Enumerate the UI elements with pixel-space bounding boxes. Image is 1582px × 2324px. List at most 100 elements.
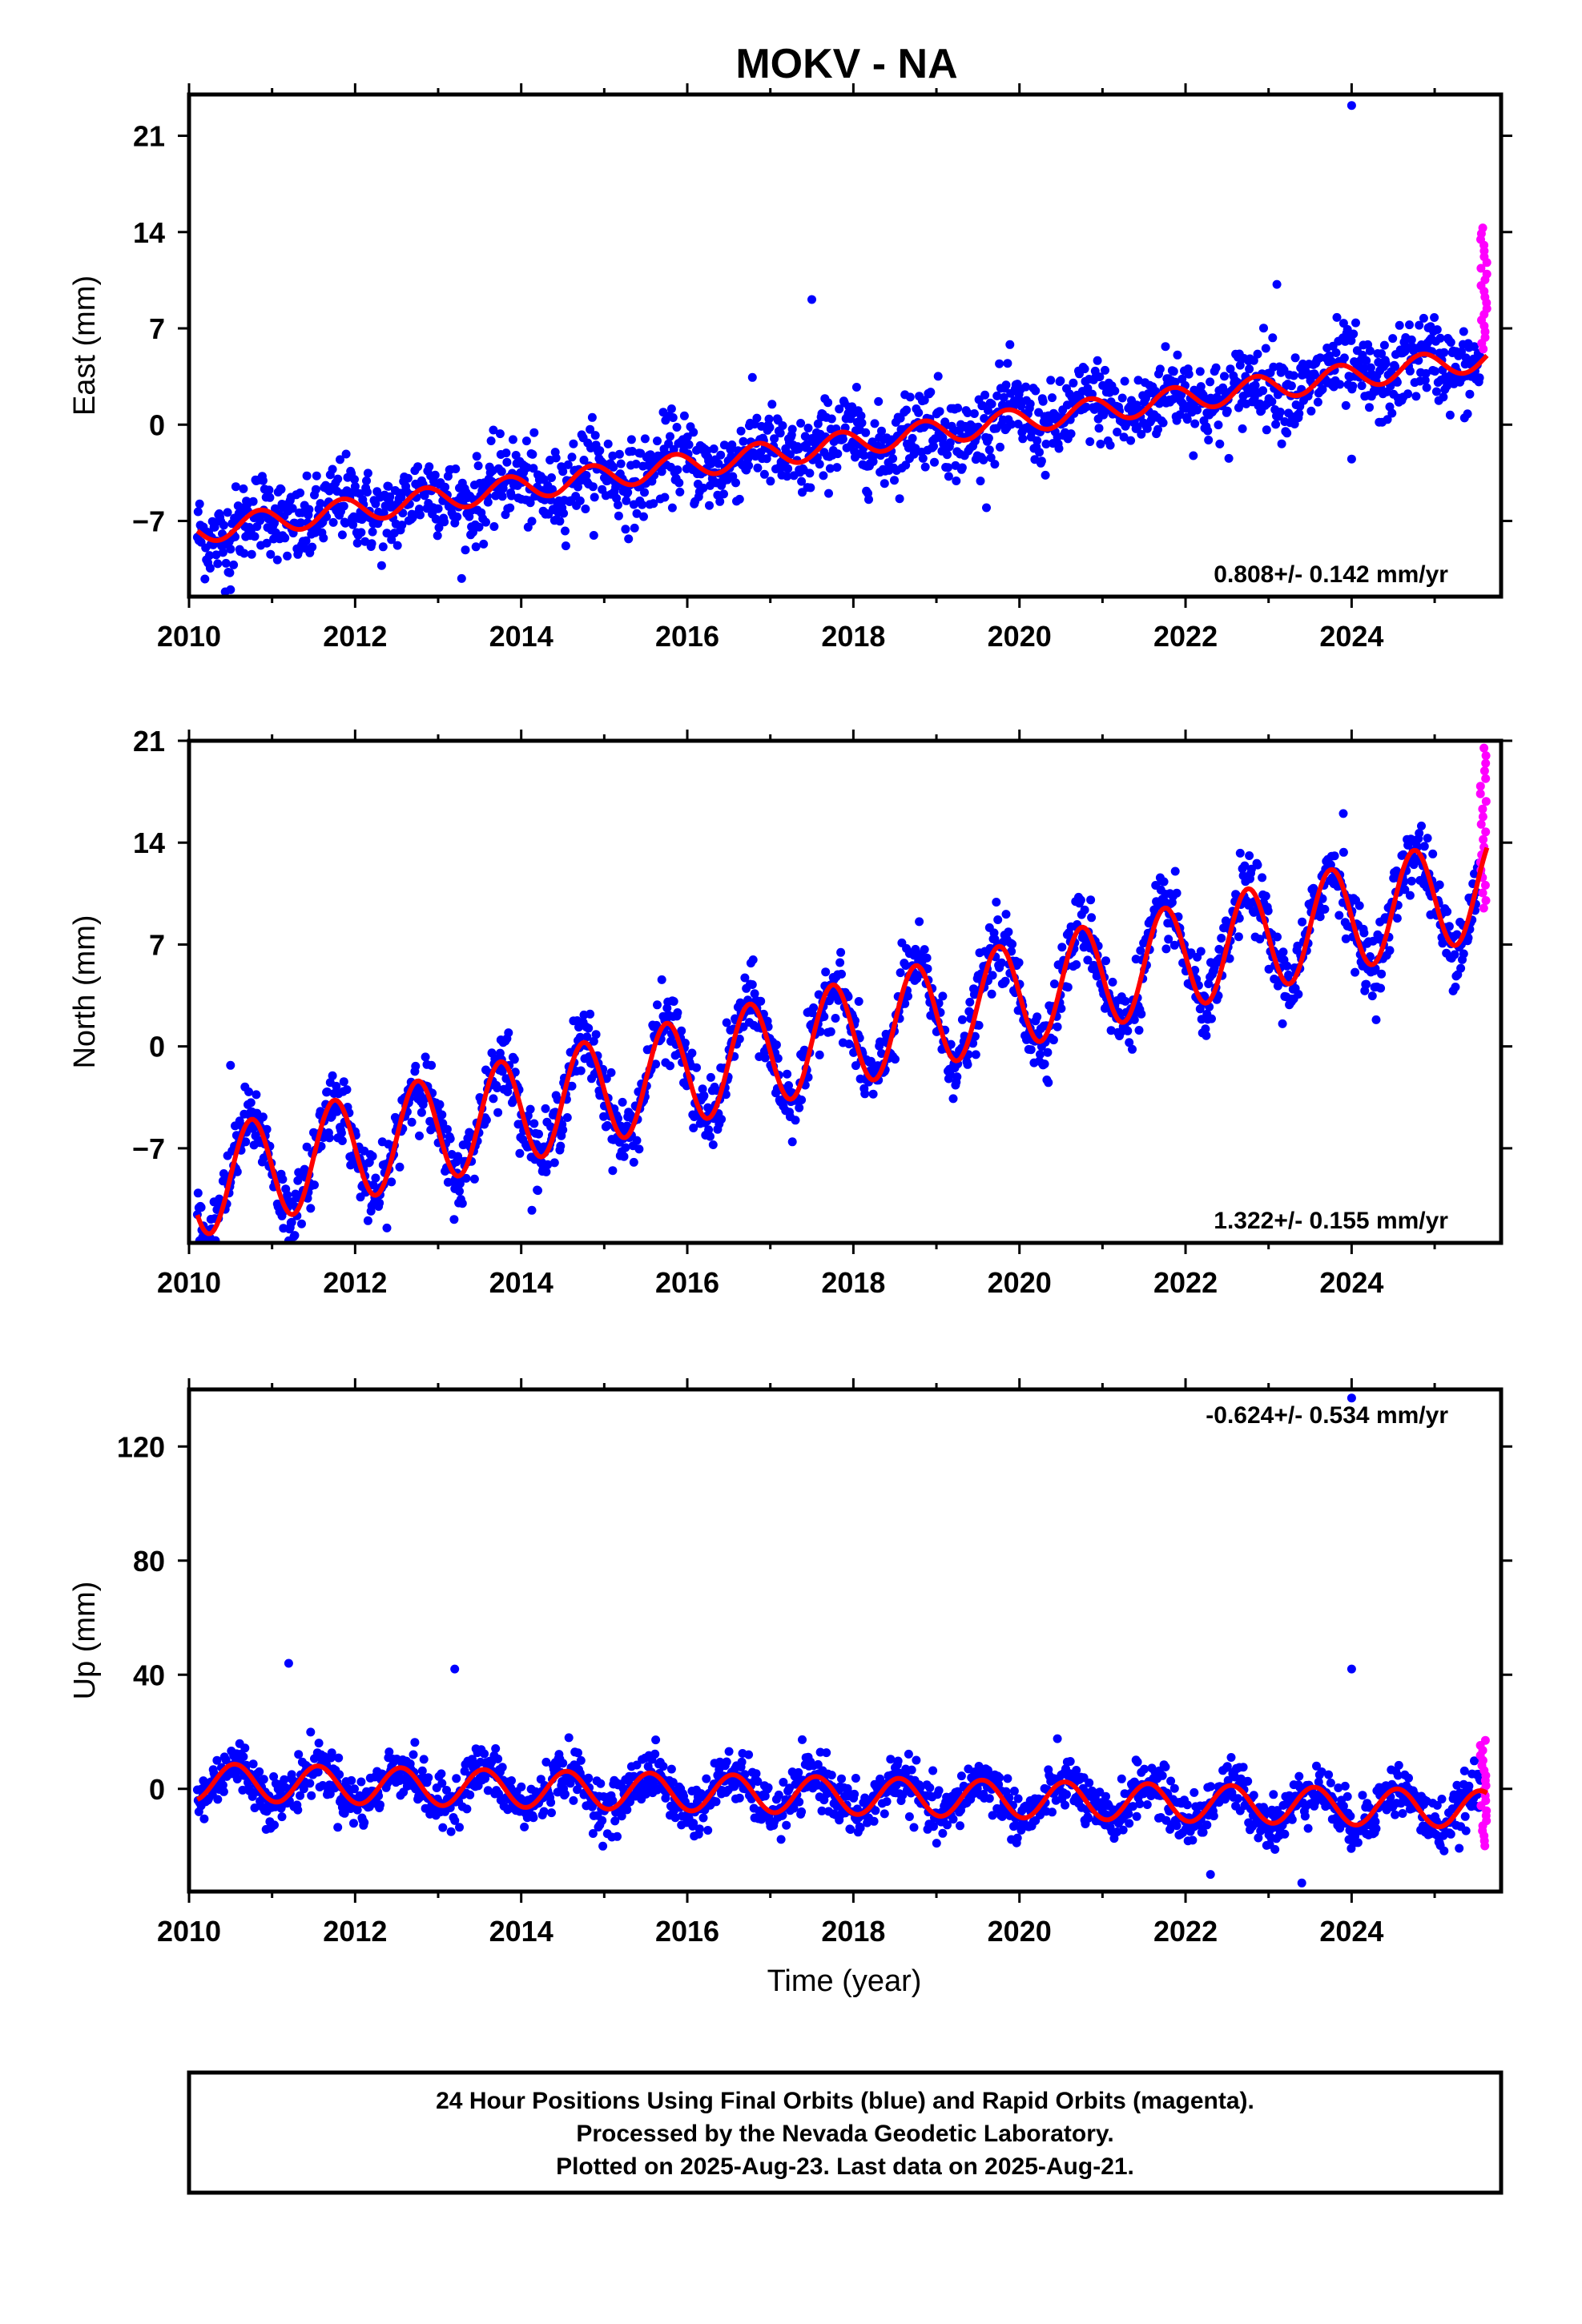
final-orbit-point (294, 547, 304, 557)
final-orbit-point (763, 1783, 773, 1792)
final-orbit-point (430, 470, 440, 480)
final-orbit-point (1161, 1762, 1170, 1771)
final-orbit-point (622, 1805, 632, 1815)
final-orbit-point (979, 455, 988, 464)
final-orbit-point (1046, 376, 1056, 385)
final-orbit-point (1289, 371, 1298, 380)
final-orbit-point (1411, 392, 1421, 401)
final-orbit-point (669, 997, 678, 1006)
final-orbit-point (223, 508, 232, 517)
final-orbit-point (384, 1747, 394, 1757)
final-orbit-point (1249, 1791, 1258, 1800)
final-orbit-point (481, 1774, 490, 1783)
final-orbit-point (495, 429, 505, 439)
final-orbit-point (1049, 1035, 1058, 1045)
final-orbit-point (328, 517, 338, 527)
final-orbit-point (838, 434, 847, 444)
final-orbit-point (1062, 1790, 1071, 1799)
final-orbit-point (877, 426, 886, 436)
final-orbit-point (525, 498, 535, 508)
final-orbit-point (714, 459, 723, 468)
final-orbit-point (1419, 313, 1428, 323)
final-orbit-point (794, 1767, 803, 1777)
final-orbit-point (481, 517, 490, 527)
final-orbit-point (1282, 428, 1292, 438)
final-orbit-point (851, 1774, 860, 1783)
final-orbit-point (410, 1738, 420, 1747)
x-tick-label: 2014 (489, 620, 553, 653)
final-orbit-point (479, 539, 489, 549)
final-orbit-point (1105, 440, 1115, 450)
final-orbit-point (1450, 950, 1459, 959)
final-orbit-point (1088, 389, 1097, 399)
final-orbit-point (1371, 1015, 1381, 1024)
final-orbit-point (584, 1773, 594, 1783)
final-orbit-point (471, 542, 481, 552)
final-orbit-point (293, 1176, 303, 1185)
x-tick-label: 2020 (988, 1266, 1052, 1299)
final-orbit-point (248, 1759, 258, 1769)
final-orbit-point (581, 505, 590, 513)
final-orbit-point (1086, 895, 1096, 905)
final-orbit-point (803, 424, 813, 432)
final-orbit-point (551, 453, 561, 463)
final-orbit-point (1253, 860, 1262, 870)
final-orbit-point (1133, 1757, 1142, 1767)
final-orbit-point (562, 1113, 572, 1122)
final-orbit-point (616, 459, 626, 468)
final-orbit-point (328, 464, 337, 474)
final-orbit-point (584, 1023, 594, 1033)
final-orbit-point (258, 476, 268, 485)
final-orbit-point (1025, 399, 1035, 408)
final-orbit-point (546, 1798, 556, 1807)
final-orbit-point (313, 1767, 323, 1777)
final-orbit-point (247, 549, 256, 559)
final-orbit-point (305, 1779, 315, 1788)
final-orbit-point (668, 1778, 678, 1787)
final-orbit-point (1391, 362, 1400, 372)
final-orbit-point (341, 449, 351, 459)
final-orbit-point (673, 465, 682, 475)
final-orbit-point (762, 454, 771, 464)
final-orbit-point (561, 526, 570, 536)
final-orbit-point (283, 1190, 292, 1200)
final-orbit-point (1376, 983, 1386, 993)
final-orbit-point (489, 1094, 498, 1104)
final-orbit-point (1035, 448, 1044, 457)
final-orbit-point (610, 1816, 620, 1826)
x-tick-label: 2012 (323, 1266, 387, 1299)
final-orbit-point (1278, 1019, 1287, 1028)
final-orbit-point (922, 953, 932, 963)
final-orbit-point (1008, 939, 1017, 949)
final-orbit-point (764, 414, 774, 424)
final-orbit-point (293, 1805, 303, 1815)
final-orbit-point (1263, 906, 1273, 915)
final-orbit-point (891, 1055, 900, 1064)
final-orbit-point (1190, 966, 1200, 975)
final-orbit-point (1053, 1022, 1062, 1031)
final-orbit-point (1243, 1776, 1253, 1786)
rapid-orbit-point (1476, 263, 1486, 273)
final-orbit-point (956, 1821, 964, 1831)
final-orbit-point (760, 1791, 770, 1801)
final-orbit-point (1085, 1778, 1094, 1787)
final-orbit-point (908, 433, 917, 443)
final-orbit-point (1118, 1825, 1128, 1835)
final-orbit-point (363, 488, 372, 497)
final-orbit-point (1234, 914, 1244, 923)
final-orbit-point (928, 1766, 938, 1775)
final-orbit-point (385, 492, 395, 501)
final-orbit-point (1377, 349, 1387, 359)
x-tick-label: 2016 (655, 1266, 719, 1299)
final-orbit-point (259, 1775, 268, 1784)
final-orbit-point (564, 1733, 574, 1743)
final-orbit-point (760, 1053, 770, 1063)
final-orbit-point (533, 1186, 542, 1196)
final-orbit-point (999, 392, 1008, 402)
final-orbit-point (1126, 436, 1136, 445)
final-orbit-point (990, 460, 1000, 469)
final-orbit-point (527, 1205, 537, 1215)
final-orbit-point (709, 444, 719, 453)
final-orbit-point (219, 1787, 228, 1796)
final-orbit-point (1395, 320, 1404, 330)
